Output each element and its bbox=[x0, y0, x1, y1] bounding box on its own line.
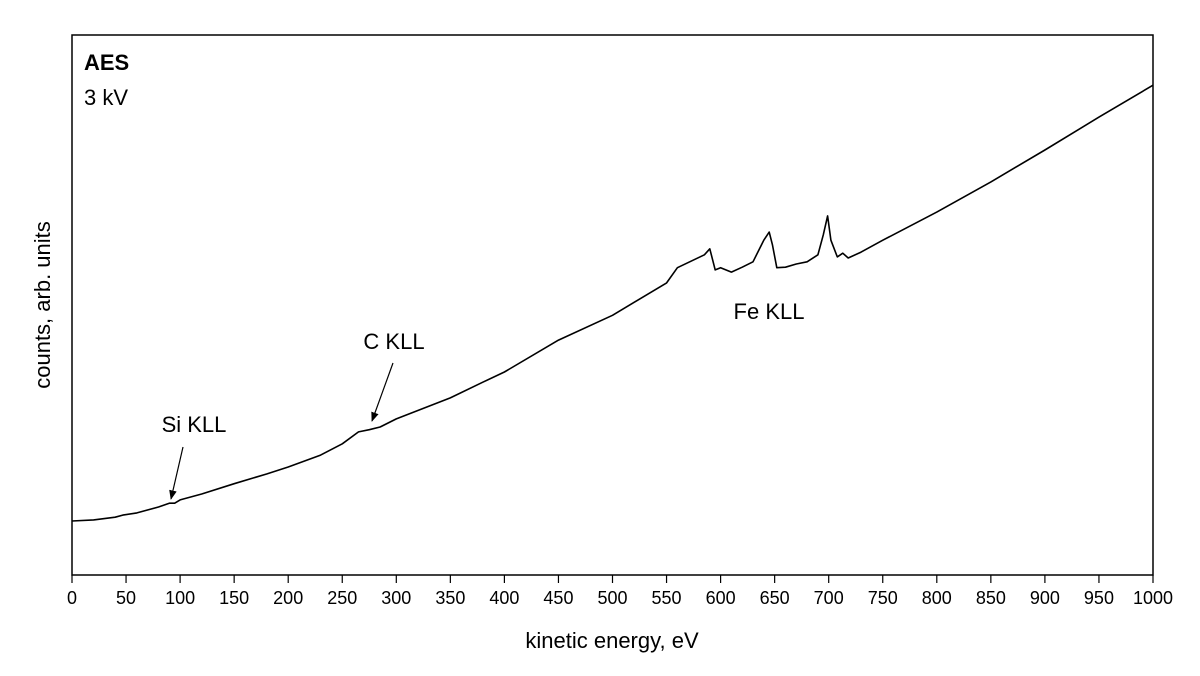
x-tick-label: 1000 bbox=[1133, 588, 1173, 608]
x-tick-label: 250 bbox=[327, 588, 357, 608]
arrow bbox=[169, 446, 184, 500]
annotation: Fe KLL bbox=[734, 299, 805, 324]
y-axis-label: counts, arb. units bbox=[30, 221, 55, 389]
x-tick-label: 950 bbox=[1084, 588, 1114, 608]
x-tick-label: 500 bbox=[597, 588, 627, 608]
x-tick-label: 350 bbox=[435, 588, 465, 608]
x-tick-label: 400 bbox=[489, 588, 519, 608]
x-tick-label: 850 bbox=[976, 588, 1006, 608]
x-tick-label: 100 bbox=[165, 588, 195, 608]
x-tick-label: 800 bbox=[922, 588, 952, 608]
x-axis-label: kinetic energy, eV bbox=[525, 628, 699, 653]
annotation: Si KLL bbox=[162, 412, 227, 437]
x-tick-label: 600 bbox=[706, 588, 736, 608]
x-tick-label: 50 bbox=[116, 588, 136, 608]
x-tick-label: 150 bbox=[219, 588, 249, 608]
x-tick-label: 200 bbox=[273, 588, 303, 608]
x-tick-label: 300 bbox=[381, 588, 411, 608]
x-tick-label: 900 bbox=[1030, 588, 1060, 608]
plot-frame bbox=[71, 34, 1154, 576]
x-tick-label: 550 bbox=[652, 588, 682, 608]
x-tick-label: 650 bbox=[760, 588, 790, 608]
x-tick-label: 700 bbox=[814, 588, 844, 608]
annotation: AES bbox=[84, 50, 129, 75]
spectrum-line bbox=[71, 84, 1154, 522]
x-tick-label: 750 bbox=[868, 588, 898, 608]
annotation: 3 kV bbox=[84, 85, 128, 110]
arrow bbox=[371, 362, 394, 422]
x-tick-label: 450 bbox=[543, 588, 573, 608]
x-tick-label: 0 bbox=[67, 588, 77, 608]
annotation: C KLL bbox=[363, 329, 424, 354]
